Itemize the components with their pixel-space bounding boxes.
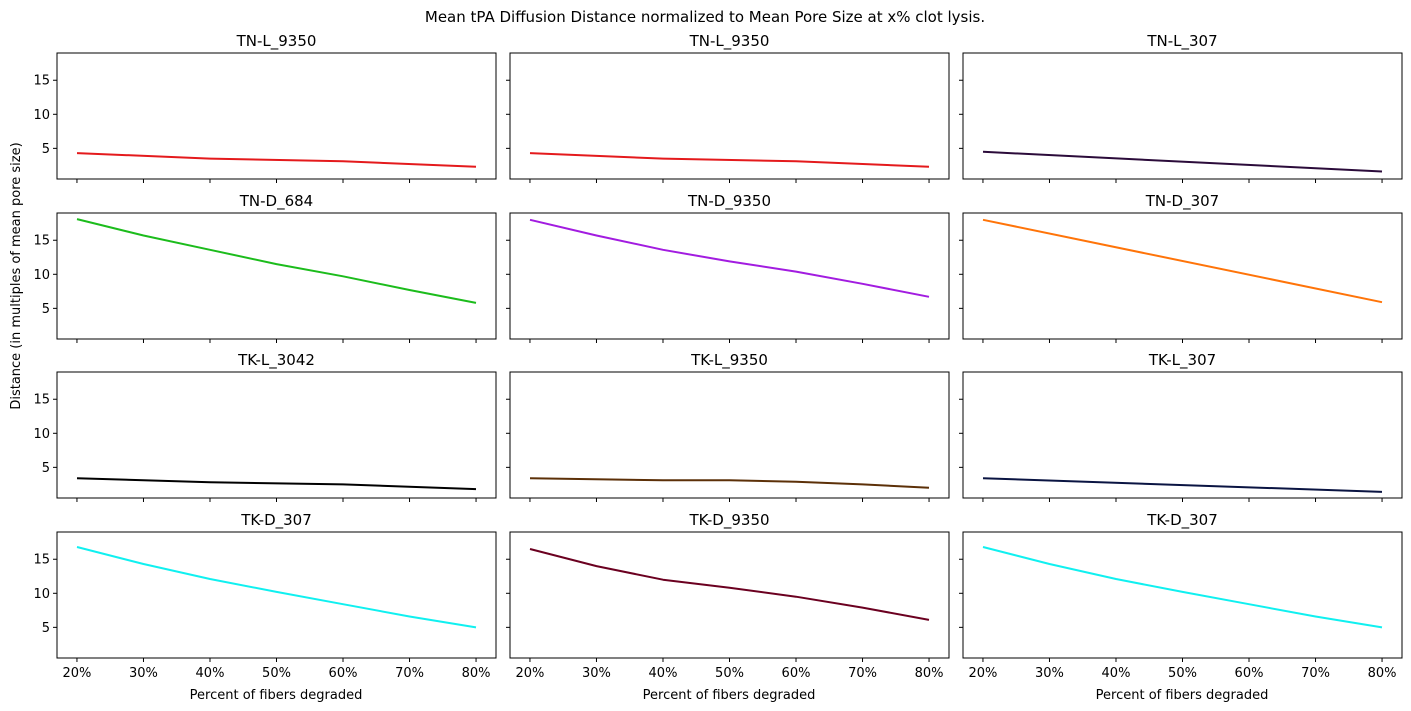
subplot-1: TN-L_9350 5 10 15: [33, 32, 497, 183]
subplot-title: TN-L_307: [1146, 32, 1217, 51]
x-tick-label: 70%: [1301, 666, 1330, 681]
subplot-title: TK-L_3042: [237, 351, 315, 370]
y-tick-label: 10: [33, 587, 50, 602]
subplot-title: TN-D_684: [239, 192, 313, 211]
series-line: [76, 546, 477, 629]
axes-frame: [509, 212, 950, 340]
subplot-11: TK-D_9350 20% 30% 40% 50% 60% 70% 80%: [506, 511, 950, 681]
axes-frame: [962, 52, 1403, 180]
y-tick-label: 15: [33, 74, 50, 89]
axes-frame: [962, 212, 1403, 340]
x-axis-label-col-3: Percent of fibers degraded: [1096, 688, 1269, 703]
series-line: [76, 477, 477, 491]
subplot-title: TK-D_9350: [688, 511, 769, 530]
subplot-2: TN-L_9350: [506, 32, 950, 183]
series-line: [982, 150, 1383, 173]
series-line: [982, 477, 1383, 493]
x-tick-label: 30%: [1035, 666, 1064, 681]
subplot-title: TK-L_307: [1148, 351, 1216, 370]
subplot-title: TK-L_9350: [690, 351, 768, 370]
x-tick-label: 80%: [915, 666, 944, 681]
subplot-12: TK-D_307 20% 30% 40% 50% 60% 70% 80%: [959, 511, 1403, 681]
y-tick-label: 10: [33, 108, 50, 123]
axes-frame: [509, 531, 950, 659]
x-tick-label: 40%: [196, 666, 225, 681]
subplot-3: TN-L_307: [959, 32, 1403, 183]
subplot-5: TN-D_9350: [506, 192, 950, 343]
x-tick-label: 40%: [649, 666, 678, 681]
y-tick-label: 10: [33, 427, 50, 442]
y-tick-label: 10: [33, 268, 50, 283]
y-tick-label: 15: [33, 234, 50, 249]
subplot-4: TN-D_684 5 10 15: [33, 192, 497, 343]
y-tick-label: 5: [42, 621, 50, 636]
subplot-10: TK-D_307 5 10 15 20% 30% 40% 50% 60% 70% 80%: [33, 511, 497, 681]
x-tick-label: 50%: [262, 666, 291, 681]
series-line: [982, 218, 1383, 304]
subplot-title: TN-L_9350: [236, 32, 317, 51]
y-tick-label: 5: [42, 302, 50, 317]
x-tick-label: 60%: [782, 666, 811, 681]
figure-title: Mean tPA Diffusion Distance normalized t…: [425, 8, 985, 26]
axes-frame: [56, 531, 497, 659]
axes-frame: [509, 371, 950, 499]
x-tick-label: 60%: [329, 666, 358, 681]
x-axis-label-col-1: Percent of fibers degraded: [190, 688, 363, 703]
x-tick-label: 20%: [516, 666, 545, 681]
x-tick-label: 30%: [582, 666, 611, 681]
x-tick-label: 20%: [63, 666, 92, 681]
series-line: [76, 218, 477, 304]
subplot-8: TK-L_9350: [506, 351, 950, 502]
x-tick-label: 50%: [1168, 666, 1197, 681]
series-line: [76, 152, 477, 168]
y-tick-label: 5: [42, 142, 50, 157]
y-tick-label: 15: [33, 553, 50, 568]
x-tick-label: 20%: [969, 666, 998, 681]
x-tick-label: 30%: [129, 666, 158, 681]
subplot-title: TN-D_307: [1145, 192, 1219, 211]
x-axis-label-col-2: Percent of fibers degraded: [643, 688, 816, 703]
x-tick-label: 40%: [1102, 666, 1131, 681]
subplot-title: TK-D_307: [1146, 511, 1218, 530]
series-line: [529, 477, 930, 489]
x-tick-label: 60%: [1235, 666, 1264, 681]
series-line: [529, 548, 930, 621]
axes-frame: [962, 371, 1403, 499]
axes-frame: [56, 52, 497, 180]
subplot-title: TN-D_9350: [687, 192, 771, 211]
series-line: [982, 546, 1383, 629]
axes-frame: [509, 52, 950, 180]
subplot-6: TN-D_307: [959, 192, 1403, 343]
y-tick-label: 15: [33, 393, 50, 408]
y-axis-label: Distance (in multiples of mean pore size…: [9, 142, 24, 409]
subplot-title: TN-L_9350: [689, 32, 770, 51]
subplot-9: TK-L_307: [959, 351, 1403, 502]
series-line: [529, 152, 930, 168]
x-tick-label: 70%: [395, 666, 424, 681]
series-line: [529, 218, 930, 298]
x-tick-label: 70%: [848, 666, 877, 681]
axes-frame: [56, 371, 497, 499]
x-tick-label: 50%: [715, 666, 744, 681]
subplot-title: TK-D_307: [240, 511, 312, 530]
axes-frame: [56, 212, 497, 340]
x-tick-label: 80%: [1368, 666, 1397, 681]
subplot-7: TK-L_3042 5 10 15: [33, 351, 497, 502]
y-tick-label: 5: [42, 461, 50, 476]
panels: TN-L_9350 5 10 15 TN-L_9350 TN-L_307 TN-D_684 5…: [33, 32, 1403, 681]
axes-frame: [962, 531, 1403, 659]
x-tick-label: 80%: [462, 666, 491, 681]
